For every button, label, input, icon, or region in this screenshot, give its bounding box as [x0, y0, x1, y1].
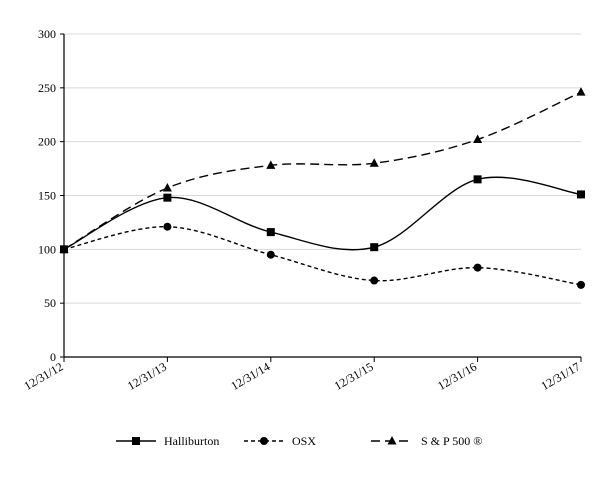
legend-item: Halliburton: [116, 434, 219, 448]
data-point-triangle: [266, 160, 276, 169]
data-point-square: [473, 175, 482, 184]
legend-label: OSX: [292, 434, 316, 448]
legend-label: S & P 500 ®: [421, 434, 482, 448]
data-point-square: [370, 243, 379, 252]
y-tick-label: 250: [38, 81, 56, 95]
legend: Halliburton OSX S & P 500 ®: [116, 434, 482, 448]
data-point-circle: [370, 276, 379, 285]
data-point-triangle: [162, 182, 172, 192]
data-point-square: [266, 228, 275, 237]
legend-marker-square: [132, 437, 140, 445]
x-tick-label: 12/31/15: [332, 359, 376, 392]
legend-marker-circle: [260, 437, 268, 445]
y-tick-label: 150: [38, 189, 56, 203]
data-point-triangle: [369, 158, 379, 167]
legend-label: Halliburton: [164, 434, 219, 448]
data-point-square: [577, 190, 585, 199]
x-tick-label: 12/31/17: [539, 359, 583, 392]
data-point-circle: [473, 263, 482, 272]
gridlines: [64, 33, 581, 304]
x-tick-label: 12/31/16: [435, 359, 479, 392]
data-point-circle: [266, 250, 275, 259]
y-tick-label: 300: [38, 27, 56, 41]
x-tick-label: 12/31/14: [228, 359, 272, 392]
legend-marker-triangle: [387, 436, 397, 445]
legend-item: OSX: [244, 434, 316, 448]
series-line: [63, 176, 582, 251]
y-tick-label: 0: [50, 350, 56, 364]
series-line: [63, 226, 582, 286]
data-point-circle: [163, 222, 172, 231]
data-point-triangle: [576, 87, 586, 96]
data-point-square: [163, 193, 172, 202]
data-point-circle: [577, 280, 585, 289]
y-tick-label: 100: [38, 242, 56, 256]
series-lines: [59, 87, 586, 289]
x-tick-label: 12/31/13: [125, 359, 169, 392]
x-tick-label: 12/31/12: [22, 359, 66, 392]
series-triangle: [59, 87, 586, 253]
y-tick-label: 200: [38, 135, 56, 149]
y-tick-label: 50: [44, 296, 56, 310]
series-circle: [60, 222, 585, 289]
series-square: [60, 175, 585, 254]
series-line: [63, 91, 582, 250]
data-point-triangle: [59, 244, 69, 253]
legend-item: S & P 500 ®: [371, 434, 482, 448]
data-point-triangle: [473, 134, 483, 144]
axes: 0 50 100 150 200 250 300 12/31/12 12/31/13 12/31/…: [22, 27, 583, 393]
